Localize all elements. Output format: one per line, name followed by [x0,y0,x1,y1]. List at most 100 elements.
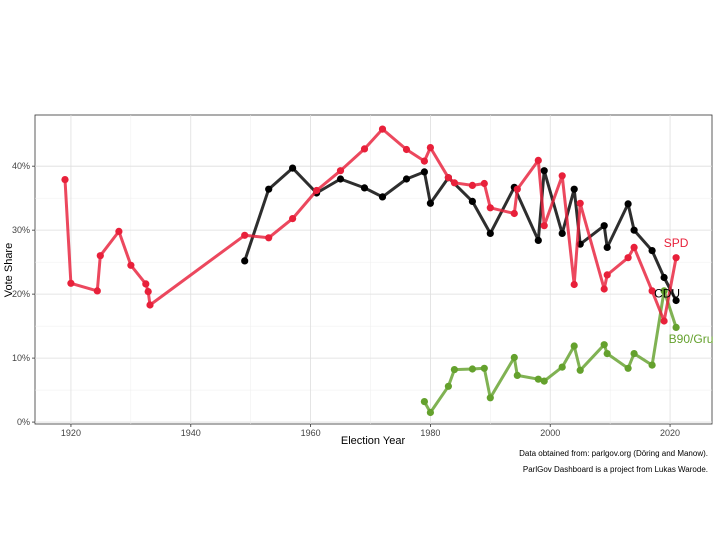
data-point-spd [558,172,566,180]
data-point-b90-gru [468,365,476,373]
series-label-b90-gru: B90/Gru [669,332,714,346]
series-label-spd: SPD [664,236,689,250]
data-point-spd [513,185,521,193]
y-tick-label: 30% [12,225,30,235]
x-axis-title: Election Year [341,435,406,447]
data-point-spd [672,254,680,262]
data-point-spd [576,199,584,207]
y-axis-ticks: 0% 10% 20% 30% 40% [12,161,35,427]
credit-caption: ParlGov Dashboard is a project from Luka… [523,465,708,474]
data-point-spd [426,144,434,152]
data-point-b90-gru [624,364,632,372]
data-point-b90-gru [630,350,638,358]
x-tick-label: 1980 [420,428,440,438]
data-point-b90-gru [570,342,578,350]
data-point-cdu [426,199,434,207]
data-point-b90-gru [660,287,668,295]
data-point-b90-gru [648,361,656,369]
data-point-spd [402,145,411,154]
data-point-spd [289,215,297,223]
data-point-b90-gru [513,371,521,379]
data-point-spd [510,209,518,218]
data-point-b90-gru [534,375,542,383]
y-tick-label: 10% [12,353,30,363]
data-point-spd [144,288,152,296]
data-point-spd [570,280,578,289]
series-labels: SPD CDU B90/Gru [654,236,713,346]
data-point-spd [480,179,488,188]
data-point-spd [93,287,101,295]
x-tick-label: 1920 [61,428,81,438]
plot-panel [34,114,713,425]
data-point-spd [648,287,656,295]
data-point-cdu [624,200,632,208]
x-axis-ticks: 1920 1940 1960 1980 2000 2020 [61,424,680,438]
data-point-spd [444,174,452,182]
data-point-spd [61,176,69,184]
data-point-spd [534,156,542,164]
data-point-cdu [672,296,680,305]
data-point-spd [603,271,611,279]
data-point-spd [142,280,150,288]
data-point-cdu [558,229,566,237]
data-point-spd [241,231,249,239]
data-point-cdu [570,185,578,193]
series-label-cdu: CDU [654,286,680,300]
data-point-spd [127,261,135,269]
gridlines [35,115,712,424]
data-point-b90-gru [540,377,548,385]
data-point-spd [67,279,75,287]
x-tick-label: 2020 [660,428,680,438]
data-point-b90-gru [450,366,458,374]
data-point-cdu [289,164,297,172]
data-point-cdu [630,226,638,234]
data-point-cdu [540,167,548,175]
data-point-b90-gru [672,323,680,331]
series-layer [61,125,680,417]
data-point-cdu [265,185,273,193]
data-point-b90-gru [420,398,428,406]
data-point-b90-gru [558,363,566,371]
data-point-cdu [241,257,249,265]
data-point-b90-gru [510,353,518,362]
data-point-b90-gru [444,382,452,390]
data-point-b90-gru [426,408,434,417]
data-point-spd [313,186,321,195]
data-point-spd [96,252,104,260]
data-point-spd [624,254,632,262]
data-point-spd [146,301,154,309]
data-point-cdu [660,273,668,282]
data-point-b90-gru [480,364,488,372]
data-point-spd [486,204,494,212]
data-point-b90-gru [603,350,611,358]
data-point-spd [630,243,638,251]
data-point-cdu [648,247,656,255]
data-point-cdu [600,222,608,230]
data-point-spd [378,125,387,133]
data-point-cdu [468,197,476,205]
data-point-b90-gru [486,394,494,402]
data-point-spd [540,222,548,230]
data-point-cdu [360,184,369,192]
data-point-cdu [486,229,494,237]
y-axis-title: Vote Share [3,243,15,297]
data-point-spd [265,234,273,242]
data-point-spd [660,317,668,325]
y-tick-label: 40% [12,161,30,171]
data-point-spd [336,167,345,175]
x-tick-label: 1960 [301,428,321,438]
data-point-spd [115,227,123,235]
data-point-b90-gru [576,366,584,374]
data-point-cdu [336,175,345,183]
data-point-b90-gru [600,341,608,349]
source-caption: Data obtained from: parlgov.org (Döring … [519,449,708,458]
data-point-cdu [534,236,542,244]
data-point-spd [450,179,458,187]
y-tick-label: 20% [12,289,30,299]
data-point-spd [468,181,476,189]
data-point-cdu [420,168,428,176]
data-point-cdu [402,175,411,183]
x-tick-label: 1940 [181,428,201,438]
data-point-spd [360,145,369,153]
